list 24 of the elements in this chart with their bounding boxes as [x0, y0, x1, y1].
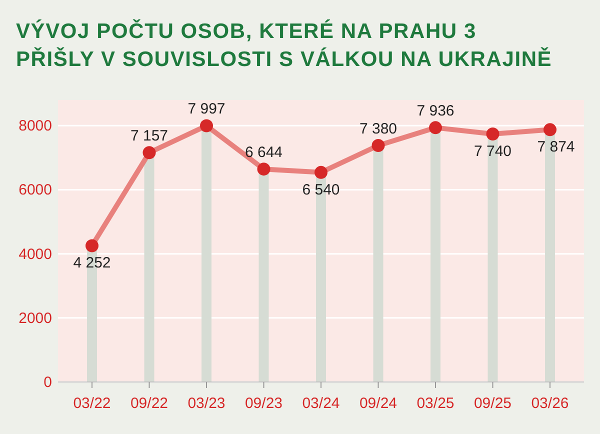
y-tick-label: 8000 — [18, 118, 52, 135]
y-tick-label: 0 — [44, 374, 52, 391]
data-label: 4 252 — [73, 254, 111, 272]
x-tick-label: 03/23 — [188, 395, 226, 412]
y-tick-label: 4000 — [18, 246, 52, 263]
y-tick-label: 6000 — [18, 182, 52, 199]
x-tick-label: 09/23 — [244, 395, 283, 412]
data-label: 6 644 — [244, 144, 283, 162]
data-label: 7 157 — [130, 128, 168, 145]
x-tick-label: 09/22 — [130, 395, 168, 412]
x-tick-label: 03/25 — [416, 395, 454, 412]
x-tick-label: 09/25 — [474, 395, 512, 412]
x-tick-label: 03/24 — [302, 395, 340, 412]
data-label: 7 874 — [537, 138, 575, 156]
x-tick-label: 03/22 — [73, 395, 111, 412]
data-label: 7 997 — [188, 100, 226, 118]
data-label: 7 380 — [359, 120, 398, 138]
x-tick-label: 09/24 — [359, 395, 398, 412]
data-label: 7 740 — [474, 142, 512, 160]
chart-title: VÝVOJ POČTU OSOB, KTERÉ NA PRAHU 3 PŘIŠLY V SOUVISLOSTI S VÁLKOU NA UKRAJINĚ — [16, 19, 552, 71]
y-tick-label: 2000 — [18, 310, 52, 327]
data-label: 6 540 — [302, 181, 340, 198]
x-tick-label: 03/26 — [531, 395, 569, 412]
data-label: 7 936 — [416, 102, 454, 120]
